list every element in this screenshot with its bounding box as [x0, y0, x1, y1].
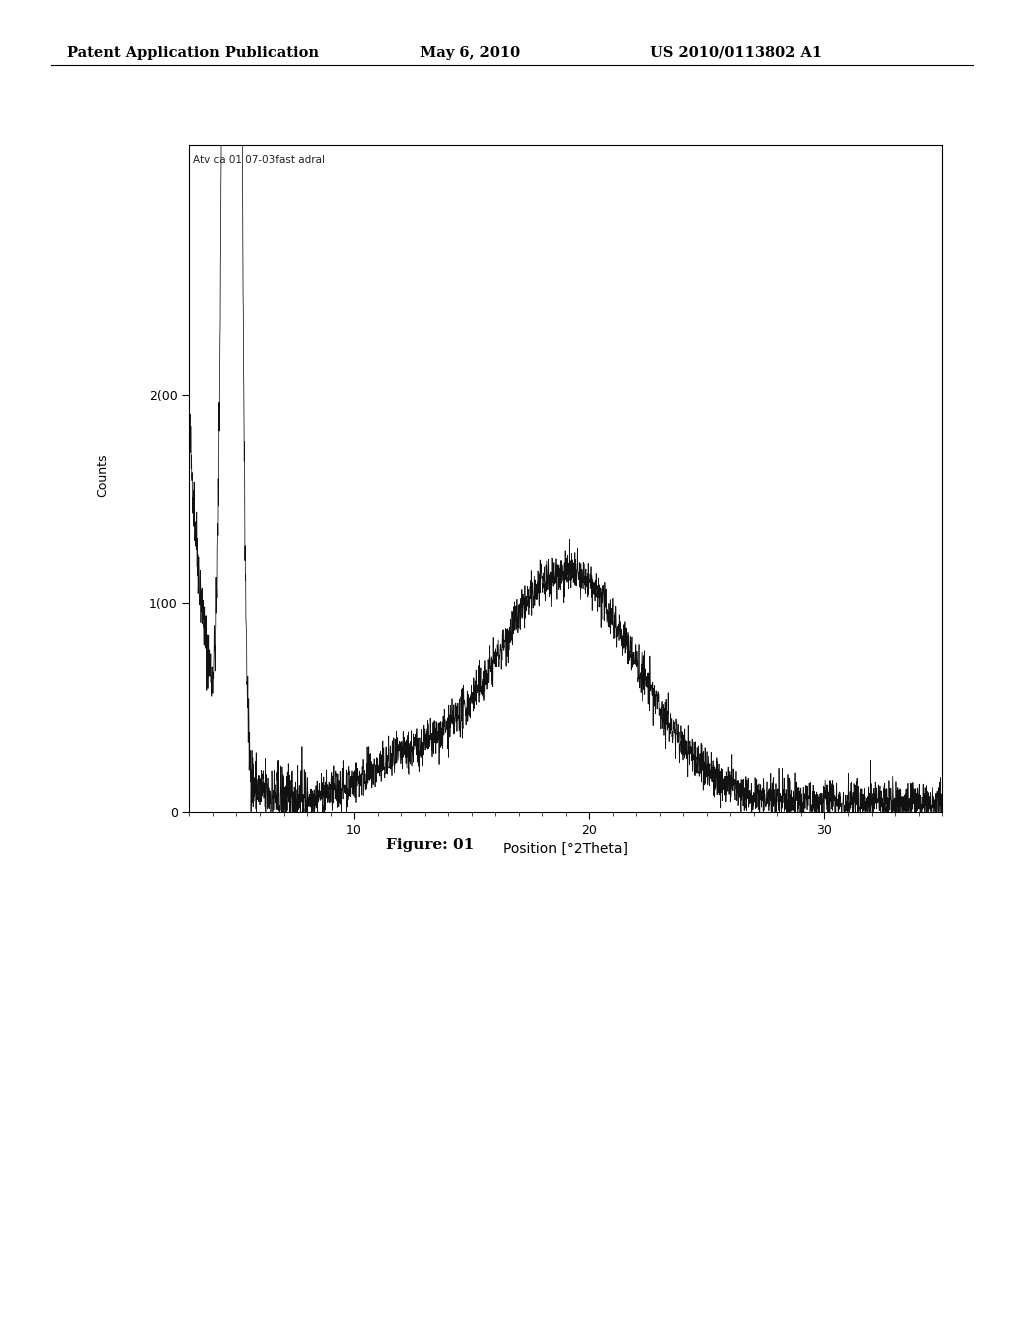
Text: US 2010/0113802 A1: US 2010/0113802 A1 — [650, 46, 822, 59]
Text: May 6, 2010: May 6, 2010 — [420, 46, 520, 59]
Text: Atv ca 01 07-03fast adral: Atv ca 01 07-03fast adral — [194, 156, 326, 165]
X-axis label: Position [°2Theta]: Position [°2Theta] — [503, 842, 629, 857]
Text: Counts: Counts — [96, 454, 109, 496]
Text: Figure: 01: Figure: 01 — [386, 838, 474, 853]
Text: Patent Application Publication: Patent Application Publication — [67, 46, 318, 59]
